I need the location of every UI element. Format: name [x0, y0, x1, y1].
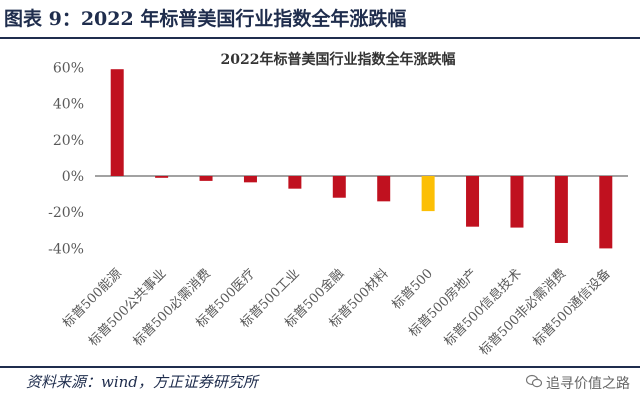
title-divider [0, 37, 640, 39]
x-tick-label: 标普500非必需消费 [477, 266, 570, 359]
y-axis-ticks: 60% 40% 20% 0% -20% -40% [48, 60, 84, 257]
x-tick-label: 标普500通信设备 [530, 266, 614, 350]
x-tick-label: 标普500必需消费 [131, 266, 214, 349]
y-tick-label: -40% [48, 241, 84, 257]
chart-title: 2022年标普美国行业指数全年涨跌幅 [221, 51, 456, 68]
bar [466, 176, 480, 227]
bar [599, 176, 613, 249]
bar [288, 176, 302, 189]
x-tick-label: 标普500公共事业 [86, 266, 169, 349]
bar [332, 176, 346, 198]
y-tick-label: 20% [53, 133, 84, 149]
source-note: 资料来源：wind，方正证券研究所 [26, 373, 258, 391]
y-tick-label: 60% [53, 60, 84, 76]
bar [421, 176, 435, 212]
bar [510, 176, 524, 228]
watermark: 追寻价值之路 [525, 372, 630, 396]
wechat-icon [525, 372, 543, 396]
bar [199, 176, 213, 181]
watermark-text: 追寻价值之路 [546, 376, 630, 392]
x-tick-label: 标普500信息技术 [441, 266, 525, 350]
bar [243, 176, 257, 183]
bar [110, 69, 124, 176]
y-tick-label: 40% [53, 97, 84, 113]
y-tick-label: 0% [62, 169, 84, 185]
y-tick-label: -20% [48, 205, 84, 221]
figure-title: 图表 9：2022 年标普美国行业指数全年涨跌幅 [4, 8, 407, 30]
bar [155, 176, 169, 178]
bar-series [110, 69, 613, 249]
footer-divider [0, 366, 640, 368]
bar [377, 176, 391, 202]
x-axis-labels: 标普500能源标普500公共事业标普500必需消费标普500医疗标普500工业标… [60, 266, 614, 359]
bar-chart: 2022年标普美国行业指数全年涨跌幅 60% 40% 20% 0% -20% -40% 标… [48, 51, 628, 359]
bar [554, 176, 568, 243]
